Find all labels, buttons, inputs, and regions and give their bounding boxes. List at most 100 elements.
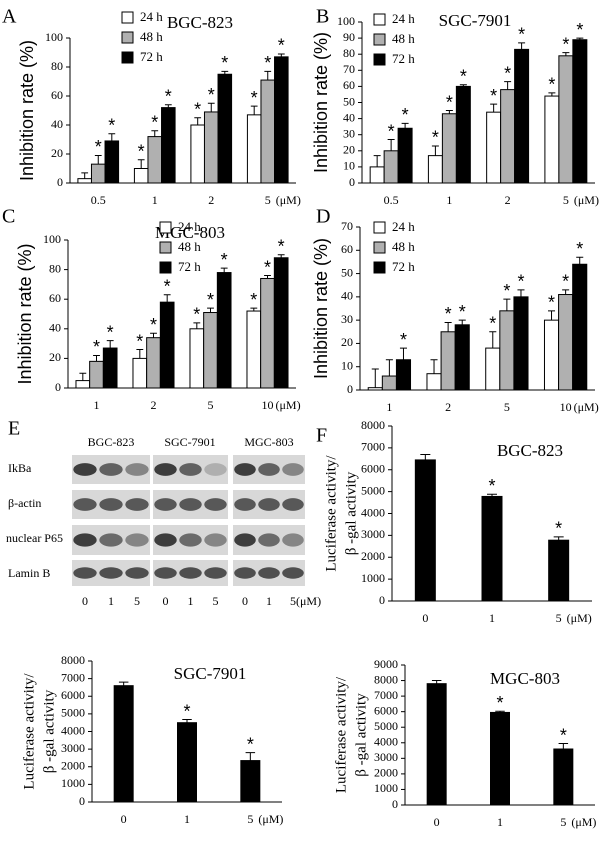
- y-tick-label: 3000: [374, 750, 398, 764]
- lane-label: 5: [134, 594, 140, 608]
- error-bar: [490, 103, 498, 113]
- group-label: SGC-7901: [164, 435, 215, 449]
- significance-mark: *: [562, 34, 569, 54]
- x-tick-label: 1: [489, 611, 495, 625]
- significance-mark: *: [517, 272, 524, 292]
- significance-mark: *: [164, 277, 171, 297]
- lane-label: 0: [82, 594, 88, 608]
- blot-band: [154, 567, 177, 579]
- bar: [367, 387, 383, 391]
- bar: [572, 39, 588, 184]
- chart-title: MGC-803: [155, 223, 225, 242]
- blot-band: [99, 533, 123, 547]
- significance-mark: *: [136, 331, 143, 351]
- error-bar: [430, 359, 438, 374]
- significance-mark: *: [459, 302, 466, 322]
- bar: [426, 683, 447, 806]
- y-tick-label: 6000: [61, 688, 85, 702]
- y-tick-label: 0: [347, 382, 353, 396]
- significance-mark: *: [446, 92, 453, 112]
- y-tick-label: 80: [51, 59, 63, 73]
- bar: [77, 178, 92, 184]
- y-axis-label: Inhibition rate (%): [15, 243, 35, 384]
- blot-band: [282, 498, 304, 511]
- y-tick-label: 80: [343, 46, 355, 60]
- error-bar: [108, 133, 116, 141]
- significance-mark: *: [388, 121, 395, 141]
- y-tick-label: 4000: [361, 505, 385, 519]
- legend-swatch: [373, 221, 386, 234]
- bar: [75, 380, 91, 389]
- y-tick-label: 7000: [361, 440, 385, 454]
- significance-mark: *: [548, 75, 555, 95]
- y-tick-label: 100: [43, 232, 61, 246]
- error-bar: [221, 70, 229, 75]
- significance-mark: *: [503, 281, 510, 301]
- bar: [395, 359, 412, 391]
- error-bar: [558, 743, 569, 749]
- bar: [490, 711, 510, 806]
- significance-mark: *: [555, 519, 562, 539]
- bar: [89, 360, 104, 389]
- legend-swatch: [373, 13, 386, 26]
- legend-label: 72 h: [178, 259, 201, 274]
- row-label: nuclear P65: [6, 531, 63, 545]
- bar: [273, 257, 289, 389]
- significance-mark: *: [548, 293, 555, 313]
- y-tick-label: 6000: [374, 703, 398, 717]
- error-bar: [576, 256, 584, 265]
- y-tick-label: 100: [45, 30, 63, 44]
- unit-label: (μM): [276, 193, 301, 207]
- y-axis-label: Luciferase activity/: [333, 676, 349, 793]
- x-tick-label: 1: [386, 400, 392, 414]
- significance-mark: *: [264, 53, 271, 73]
- significance-mark: *: [264, 257, 271, 277]
- error-bar: [136, 349, 144, 359]
- error-bar: [504, 81, 512, 90]
- significance-mark: *: [221, 53, 228, 73]
- x-tick-label: 0: [422, 611, 428, 625]
- bar: [246, 114, 262, 184]
- bar: [500, 89, 516, 184]
- chart-title: SGC-7901: [439, 11, 512, 30]
- x-tick-label: 5: [504, 400, 510, 414]
- blot-band: [154, 533, 177, 547]
- error-bar: [151, 130, 159, 137]
- legend-swatch: [373, 53, 386, 66]
- significance-mark: *: [150, 315, 157, 335]
- error-bar: [277, 254, 285, 258]
- y-tick-label: 0: [57, 175, 63, 189]
- significance-mark: *: [496, 693, 503, 713]
- blot-band: [73, 567, 97, 579]
- error-bar: [106, 340, 114, 349]
- blot-band: [73, 498, 97, 511]
- significance-mark: *: [207, 290, 214, 310]
- significance-mark: *: [193, 305, 200, 325]
- unit-label: (μM): [567, 611, 592, 625]
- blot-band: [99, 463, 123, 476]
- blot-band: [258, 567, 280, 579]
- y-tick-label: 0: [349, 175, 355, 189]
- blot-band: [282, 567, 304, 579]
- legend-swatch: [159, 261, 172, 274]
- bar: [274, 56, 289, 184]
- error-bar: [250, 105, 258, 115]
- error-bar: [495, 710, 505, 713]
- legend-swatch: [121, 51, 134, 64]
- y-axis-label: β -gal activity: [41, 689, 57, 773]
- blot-band: [125, 498, 149, 511]
- legend-swatch: [373, 241, 386, 254]
- significance-mark: *: [402, 105, 409, 125]
- y-tick-label: 1000: [61, 776, 85, 790]
- error-bar: [518, 42, 526, 50]
- significance-mark: *: [247, 734, 254, 754]
- y-tick-label: 9000: [374, 657, 398, 671]
- y-tick-label: 5000: [61, 706, 85, 720]
- error-bar: [194, 117, 202, 125]
- y-axis-label: Inhibition rate (%): [17, 40, 37, 181]
- y-tick-label: 1000: [374, 781, 398, 795]
- blot-band: [258, 533, 280, 547]
- y-tick-label: 60: [49, 291, 61, 305]
- significance-mark: *: [562, 272, 569, 292]
- blot-band: [204, 567, 227, 579]
